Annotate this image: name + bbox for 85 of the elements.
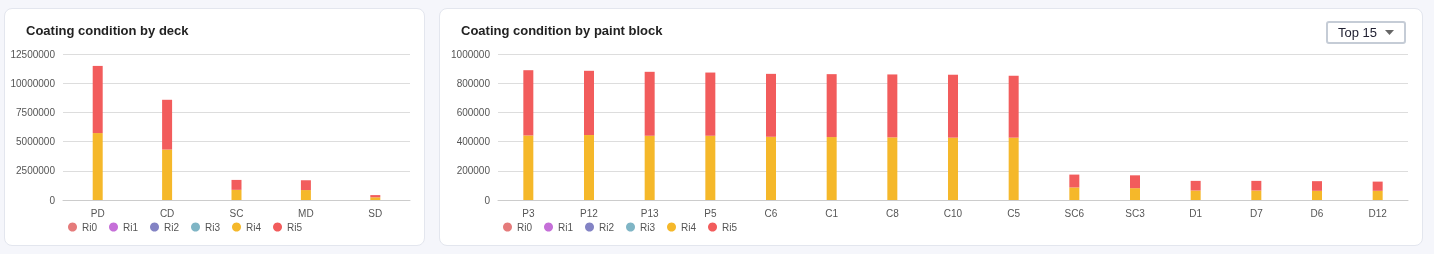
y-tick-label: 1000000 xyxy=(451,48,491,60)
y-tick-label: 0 xyxy=(49,194,56,206)
legend-label: Ri1 xyxy=(123,221,139,233)
chart-title: Coating condition by deck xyxy=(26,23,190,38)
legend-label: Ri5 xyxy=(722,221,738,233)
bar xyxy=(1312,190,1322,200)
x-tick-label: P5 xyxy=(704,207,717,219)
bar xyxy=(826,137,837,200)
bar xyxy=(523,135,534,200)
x-tick-label: CD xyxy=(159,207,175,219)
bar xyxy=(1372,190,1383,200)
x-tick-label: C8 xyxy=(885,207,900,219)
bar xyxy=(584,70,594,136)
x-tick-label: SD xyxy=(368,207,383,219)
legend-label: Ri4 xyxy=(246,221,262,233)
x-tick-label: P3 xyxy=(522,207,535,219)
y-tick-label: 400000 xyxy=(456,136,491,148)
bar xyxy=(887,74,898,138)
dropdown: Top 15 xyxy=(1325,21,1406,44)
bar xyxy=(1190,190,1201,200)
legend-label: Ri5 xyxy=(287,221,303,233)
bar xyxy=(231,179,242,190)
bar xyxy=(1008,137,1019,200)
bar xyxy=(1130,188,1140,200)
x-tick-label: C10 xyxy=(943,207,963,219)
legend-label: Ri2 xyxy=(599,221,615,233)
y-tick-label: 5000000 xyxy=(16,136,56,148)
x-tick-label: PD xyxy=(90,207,105,219)
bar xyxy=(644,135,655,200)
legend-label: Ri3 xyxy=(205,221,221,233)
bar xyxy=(92,133,103,200)
bar xyxy=(948,74,958,138)
y-tick-label: 600000 xyxy=(456,106,491,118)
legend-label: Ri2 xyxy=(164,221,180,233)
bar xyxy=(1372,181,1383,191)
bar xyxy=(1069,174,1080,188)
chart-title: Coating condition by paint block xyxy=(461,23,664,38)
bar xyxy=(1130,175,1140,189)
legend-label: Ri1 xyxy=(558,221,574,233)
y-tick-label: 800000 xyxy=(456,77,491,89)
y-tick-label: 200000 xyxy=(456,165,491,177)
x-tick-label: D7 xyxy=(1249,207,1264,219)
x-tick-label: P12 xyxy=(580,207,599,219)
bar xyxy=(523,70,534,136)
x-tick-label: P13 xyxy=(640,207,659,219)
bar xyxy=(826,74,837,138)
bar xyxy=(948,137,958,200)
bar xyxy=(300,180,311,191)
bar xyxy=(162,99,173,150)
y-tick-label: 2500000 xyxy=(16,165,56,177)
bar xyxy=(92,65,103,134)
bar xyxy=(1251,190,1262,200)
legend-label: Ri4 xyxy=(681,221,697,233)
y-tick-label: 12500000 xyxy=(10,48,56,60)
bar xyxy=(1069,187,1080,200)
legend-label: Ri0 xyxy=(82,221,98,233)
bar xyxy=(766,136,776,200)
legend-label: Ri0 xyxy=(517,221,533,233)
legend-label: Ri3 xyxy=(640,221,656,233)
x-tick-label: D6 xyxy=(1310,207,1324,219)
bar xyxy=(1008,75,1019,138)
bar xyxy=(705,72,716,136)
bar xyxy=(231,189,242,200)
x-tick-label: SC xyxy=(229,207,244,219)
x-tick-label: C1 xyxy=(825,207,839,219)
x-tick-label: SC6 xyxy=(1064,207,1085,219)
x-tick-label: D12 xyxy=(1368,207,1388,219)
bar xyxy=(887,137,898,200)
x-tick-label: MD xyxy=(298,207,314,219)
x-tick-label: C6 xyxy=(764,207,778,219)
bar xyxy=(584,135,594,200)
bar xyxy=(1312,181,1322,191)
x-tick-label: C5 xyxy=(1007,207,1021,219)
bar xyxy=(162,149,173,200)
y-tick-label: 0 xyxy=(484,194,491,206)
bar xyxy=(644,71,655,136)
y-tick-label: 10000000 xyxy=(10,77,56,89)
x-tick-label: D1 xyxy=(1189,207,1203,219)
bar xyxy=(300,190,311,200)
y-tick-label: 7500000 xyxy=(16,106,56,118)
bar xyxy=(1190,180,1201,191)
bar xyxy=(1251,180,1262,191)
bar xyxy=(766,73,776,137)
bar xyxy=(705,135,716,200)
x-tick-label: SC3 xyxy=(1125,207,1146,219)
